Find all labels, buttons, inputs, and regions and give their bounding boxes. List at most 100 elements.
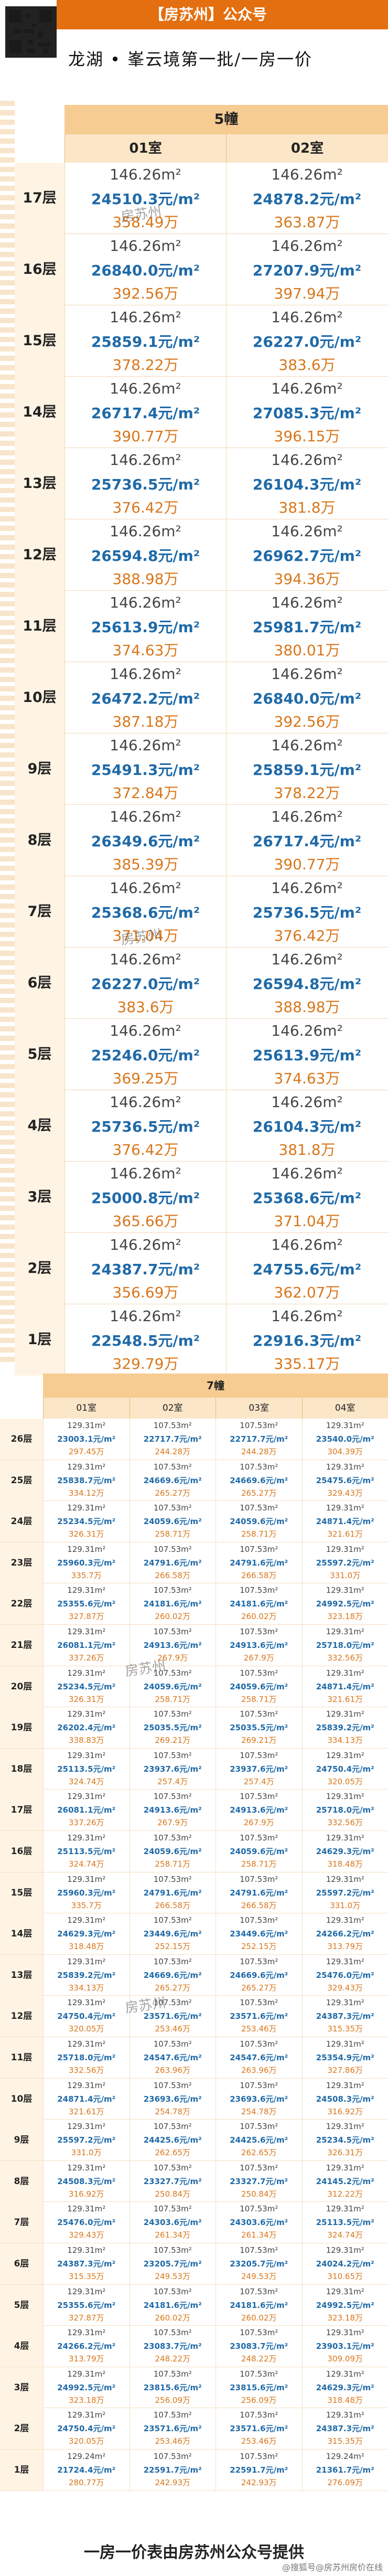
page-subtitle: 龙湖 • 峯云境第一批/一房一价 (68, 49, 313, 69)
total-price: 313.79万 (327, 1942, 363, 1952)
unit-price: 23327.7元/m² (143, 2176, 202, 2186)
unit-area: 146.26m² (110, 1165, 181, 1182)
total-price: 258.71万 (241, 1859, 277, 1869)
column-header: 02室 (129, 1398, 215, 1419)
unit-cell: 129.31m² 25597.2元/m² 331.0万 (301, 1542, 388, 1583)
account-title: 【房苏州】公众号 (149, 6, 267, 23)
unit-price: 24303.6元/m² (230, 2218, 288, 2228)
unit-cell: 146.26m² 25000.8元/m² 365.66万 (64, 1162, 226, 1233)
total-price: 253.46万 (155, 2436, 191, 2446)
floor-label: 8层 (0, 2160, 43, 2202)
unit-area: 129.31m² (67, 1585, 106, 1595)
unit-area: 129.31m² (326, 2080, 364, 2090)
floor-row: 7层 129.31m² 25476.0元/m² 329.43万 107.53m² 2430… (0, 2202, 388, 2243)
unit-area: 129.31m² (67, 1750, 106, 1760)
unit-area: 129.31m² (67, 1709, 106, 1719)
unit-price: 24871.4元/m² (316, 1681, 374, 1691)
unit-cell: 129.31m² 24629.3元/m² 318.48万 (301, 2367, 388, 2408)
floor-label: 21层 (0, 1625, 43, 1666)
unit-area: 146.26m² (271, 951, 343, 968)
unit-cell: 107.53m² 24059.6元/m² 258.71万 (215, 1831, 302, 1872)
unit-cell: 129.31m² 24266.2元/m² 313.79万 (43, 2326, 130, 2367)
total-price: 242.93万 (241, 2478, 277, 2487)
unit-area: 107.53m² (153, 1627, 192, 1636)
total-price: 321.61万 (327, 1694, 363, 1704)
unit-price: 25000.8元/m² (91, 1189, 200, 1207)
unit-price: 23693.6元/m² (143, 2094, 202, 2104)
total-price: 258.71万 (155, 1694, 191, 1704)
unit-cell: 129.31m² 25960.3元/m² 335.7万 (43, 1542, 130, 1583)
unit-area: 107.53m² (240, 1462, 278, 1472)
unit-price: 23003.1元/m² (57, 1434, 116, 1444)
total-price: 276.09万 (327, 2478, 363, 2487)
unit-cell: 129.31m² 25838.7元/m² 334.12万 (43, 1460, 130, 1501)
floor-row: 22层 129.31m² 25355.6元/m² 327.87万 107.53m² 241… (0, 1583, 388, 1625)
unit-area: 146.26m² (271, 523, 343, 540)
unit-cell: 146.26m² 26104.3元/m² 381.8万 (226, 1090, 387, 1162)
unit-cell: 107.53m² 23571.6元/m² 253.46万 (215, 1996, 302, 2037)
total-price: 258.71万 (241, 1529, 277, 1539)
unit-cell: 107.53m² 24059.6元/m² 258.71万 (129, 1666, 216, 1707)
unit-cell: 107.53m² 25035.5元/m² 269.21万 (129, 1707, 216, 1749)
total-price: 358.49万 (112, 214, 179, 231)
unit-cell: 129.24m² 21361.7元/m² 276.09万 (301, 2450, 388, 2490)
unit-price: 24059.6元/m² (230, 1517, 288, 1527)
floor-label: 1层 (0, 2450, 43, 2490)
total-price: 253.46万 (241, 2024, 277, 2034)
unit-cell: 129.31m² 24750.4元/m² 320.05万 (43, 2408, 130, 2450)
column-header-01: 01室 (64, 134, 226, 163)
floor-label: 12层 (0, 1996, 43, 2037)
unit-price: 26594.8元/m² (91, 547, 200, 565)
unit-price: 23540.0元/m² (316, 1434, 374, 1444)
unit-cell: 107.53m² 24059.6元/m² 258.71万 (129, 1501, 216, 1542)
unit-cell: 107.53m² 24181.6元/m² 260.02万 (215, 1583, 302, 1625)
unit-area: 129.31m² (326, 1915, 364, 1925)
unit-area: 129.31m² (67, 1874, 106, 1884)
unit-price: 25718.0元/m² (316, 1805, 374, 1815)
unit-cell: 107.53m² 24669.6元/m² 265.27万 (215, 1460, 302, 1501)
total-price: 313.79万 (69, 2354, 104, 2364)
unit-area: 146.26m² (110, 237, 181, 254)
unit-cell: 129.31m² 26202.4元/m² 338.83万 (43, 1707, 130, 1749)
total-price: 334.13万 (327, 1736, 363, 1745)
unit-price: 24750.4元/m² (57, 2011, 116, 2021)
side-decoration (0, 101, 15, 1365)
page-header: 【房苏州】公众号 龙湖 • 峯云境第一批/一房一价 (0, 0, 388, 105)
unit-price: 23327.7元/m² (230, 2176, 288, 2186)
total-price: 369.25万 (112, 1070, 179, 1087)
floor-row: 8层 146.26m² 26349.6元/m² 385.39万 146.26m² 2671… (15, 805, 388, 876)
total-price: 323.18万 (69, 2395, 104, 2405)
unit-area: 107.53m² (153, 1792, 192, 1802)
unit-cell: 146.26m² 26840.0元/m² 392.56万 (226, 662, 387, 733)
total-price: 376.42万 (112, 499, 179, 516)
total-price: 318.48万 (69, 1942, 104, 1952)
unit-price: 22717.7元/m² (230, 1434, 288, 1444)
unit-price: 25736.5元/m² (91, 1118, 200, 1135)
unit-area: 146.26m² (271, 1236, 343, 1253)
unit-price: 24878.2元/m² (252, 190, 362, 208)
unit-area: 129.31m² (326, 1544, 364, 1554)
unit-cell: 107.53m² 24181.6元/m² 260.02万 (215, 2284, 302, 2326)
floor-label: 5层 (0, 2284, 43, 2326)
unit-area: 107.53m² (240, 1668, 278, 1678)
total-price: 310.65万 (327, 2272, 363, 2281)
total-price: 388.98万 (112, 570, 179, 588)
total-price: 266.58万 (241, 1570, 277, 1580)
unit-cell: 129.31m² 25355.6元/m² 327.87万 (43, 2284, 130, 2326)
total-price: 332.56万 (327, 1653, 363, 1663)
total-price: 256.09万 (155, 2395, 191, 2405)
unit-area: 129.31m² (326, 2369, 364, 2379)
unit-price: 24059.6元/m² (143, 1847, 202, 1856)
floor-row: 18层 129.31m² 25113.5元/m² 324.74万 107.53m² 239… (0, 1748, 388, 1790)
unit-cell: 146.26m² 25736.5元/m² 376.42万 (64, 448, 226, 519)
total-price: 390.77万 (112, 428, 179, 445)
unit-cell: 129.31m² 24629.3元/m² 318.48万 (301, 1831, 388, 1872)
unit-cell: 107.53m² 24669.6元/m² 265.27万 (129, 1954, 216, 1996)
unit-price: 24791.6元/m² (143, 1888, 202, 1898)
floor-row: 16层 129.31m² 25113.5元/m² 324.74万 107.53m² 240… (0, 1831, 388, 1872)
unit-cell: 146.26m² 24510.3元/m² 358.49万 (64, 163, 226, 234)
unit-price: 24913.6元/m² (143, 1641, 202, 1650)
unit-price: 23815.6元/m² (143, 2382, 202, 2392)
unit-price: 25368.6元/m² (91, 904, 200, 921)
total-price: 337.26万 (69, 1818, 104, 1828)
